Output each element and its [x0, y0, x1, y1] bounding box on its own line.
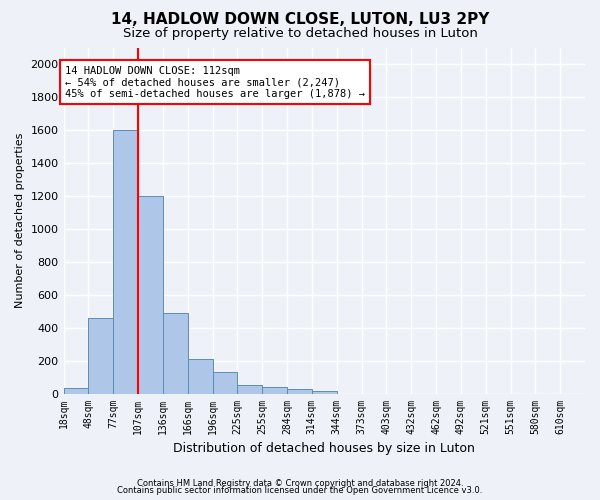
X-axis label: Distribution of detached houses by size in Luton: Distribution of detached houses by size … [173, 442, 475, 455]
Text: 14 HADLOW DOWN CLOSE: 112sqm
← 54% of detached houses are smaller (2,247)
45% of: 14 HADLOW DOWN CLOSE: 112sqm ← 54% of de… [65, 66, 365, 99]
Bar [287, 390, 312, 394]
Bar [262, 387, 287, 394]
Bar [312, 391, 337, 394]
Bar [113, 130, 138, 394]
Bar [238, 386, 262, 394]
Text: 14, HADLOW DOWN CLOSE, LUTON, LU3 2PY: 14, HADLOW DOWN CLOSE, LUTON, LU3 2PY [111, 12, 489, 28]
Bar [212, 372, 238, 394]
Bar [163, 313, 188, 394]
Text: Contains public sector information licensed under the Open Government Licence v3: Contains public sector information licen… [118, 486, 482, 495]
Text: Size of property relative to detached houses in Luton: Size of property relative to detached ho… [122, 28, 478, 40]
Bar [138, 196, 163, 394]
Y-axis label: Number of detached properties: Number of detached properties [15, 133, 25, 308]
Bar [64, 388, 88, 394]
Text: Contains HM Land Registry data © Crown copyright and database right 2024.: Contains HM Land Registry data © Crown c… [137, 478, 463, 488]
Bar [88, 318, 113, 394]
Bar [188, 359, 212, 394]
